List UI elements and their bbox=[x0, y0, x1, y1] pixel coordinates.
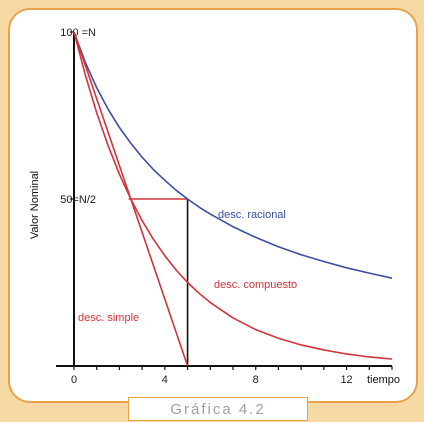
chart-frame bbox=[8, 8, 418, 403]
x-axis-label: tiempo bbox=[367, 374, 400, 386]
series-label-2: desc. compuesto bbox=[214, 279, 297, 291]
x-tick-label: 8 bbox=[253, 374, 259, 386]
x-tick-label: 4 bbox=[162, 374, 168, 386]
series-line-2 bbox=[73, 31, 393, 360]
y-tick-label: 100 =N bbox=[60, 27, 96, 39]
x-tick-label: 0 bbox=[71, 374, 77, 386]
series-label-1: desc. racional bbox=[218, 209, 286, 221]
y-axis-label: Valor Nominal bbox=[29, 171, 41, 239]
figure-caption: Gráfica 4.2 bbox=[128, 397, 308, 421]
series-label-3: desc. simple bbox=[78, 312, 139, 324]
series-line-3 bbox=[73, 31, 189, 367]
series-line-1 bbox=[73, 31, 393, 279]
x-tick-label: 12 bbox=[340, 374, 352, 386]
y-tick-label: 50=N/2 bbox=[60, 194, 96, 206]
